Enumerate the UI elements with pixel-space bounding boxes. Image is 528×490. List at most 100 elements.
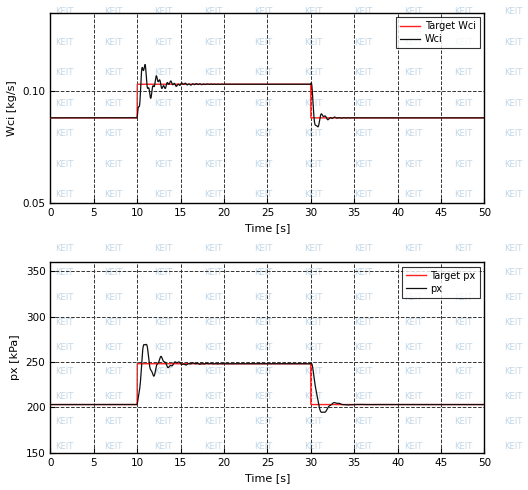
Text: KEIT: KEIT bbox=[155, 160, 173, 169]
Text: KEIT: KEIT bbox=[354, 368, 372, 376]
Text: KEIT: KEIT bbox=[504, 99, 522, 108]
Text: KEIT: KEIT bbox=[504, 318, 522, 327]
Text: KEIT: KEIT bbox=[404, 417, 422, 426]
Text: KEIT: KEIT bbox=[404, 68, 422, 77]
Text: KEIT: KEIT bbox=[105, 318, 123, 327]
Text: KEIT: KEIT bbox=[404, 160, 422, 169]
Text: KEIT: KEIT bbox=[504, 129, 522, 138]
Text: KEIT: KEIT bbox=[55, 368, 73, 376]
Text: KEIT: KEIT bbox=[55, 269, 73, 277]
Text: KEIT: KEIT bbox=[204, 99, 223, 108]
Text: KEIT: KEIT bbox=[304, 318, 323, 327]
Text: KEIT: KEIT bbox=[55, 99, 73, 108]
X-axis label: Time [s]: Time [s] bbox=[244, 223, 290, 233]
Text: KEIT: KEIT bbox=[404, 269, 422, 277]
Text: KEIT: KEIT bbox=[105, 441, 123, 451]
Text: KEIT: KEIT bbox=[55, 343, 73, 352]
Text: KEIT: KEIT bbox=[454, 318, 472, 327]
Text: KEIT: KEIT bbox=[354, 392, 372, 401]
Text: KEIT: KEIT bbox=[304, 417, 323, 426]
Text: KEIT: KEIT bbox=[504, 68, 522, 77]
Text: KEIT: KEIT bbox=[55, 417, 73, 426]
Text: KEIT: KEIT bbox=[155, 7, 173, 16]
Text: KEIT: KEIT bbox=[504, 392, 522, 401]
Text: KEIT: KEIT bbox=[105, 99, 123, 108]
Text: KEIT: KEIT bbox=[304, 38, 323, 47]
Text: KEIT: KEIT bbox=[155, 129, 173, 138]
Text: KEIT: KEIT bbox=[354, 293, 372, 302]
Text: KEIT: KEIT bbox=[254, 343, 272, 352]
Text: KEIT: KEIT bbox=[204, 38, 223, 47]
Text: KEIT: KEIT bbox=[204, 343, 223, 352]
Text: KEIT: KEIT bbox=[354, 99, 372, 108]
Text: KEIT: KEIT bbox=[454, 343, 472, 352]
Text: KEIT: KEIT bbox=[105, 7, 123, 16]
Text: KEIT: KEIT bbox=[105, 417, 123, 426]
Text: KEIT: KEIT bbox=[504, 343, 522, 352]
Text: KEIT: KEIT bbox=[155, 269, 173, 277]
Text: KEIT: KEIT bbox=[504, 190, 522, 199]
Text: KEIT: KEIT bbox=[105, 129, 123, 138]
Text: KEIT: KEIT bbox=[404, 343, 422, 352]
Text: KEIT: KEIT bbox=[204, 244, 223, 253]
Text: KEIT: KEIT bbox=[504, 160, 522, 169]
Text: KEIT: KEIT bbox=[404, 368, 422, 376]
Text: KEIT: KEIT bbox=[354, 68, 372, 77]
Text: KEIT: KEIT bbox=[454, 244, 472, 253]
Text: KEIT: KEIT bbox=[504, 38, 522, 47]
Text: KEIT: KEIT bbox=[55, 190, 73, 199]
Text: KEIT: KEIT bbox=[55, 244, 73, 253]
Text: KEIT: KEIT bbox=[55, 160, 73, 169]
Text: KEIT: KEIT bbox=[204, 129, 223, 138]
Text: KEIT: KEIT bbox=[504, 368, 522, 376]
Text: KEIT: KEIT bbox=[155, 38, 173, 47]
Text: KEIT: KEIT bbox=[504, 7, 522, 16]
Text: KEIT: KEIT bbox=[504, 244, 522, 253]
Text: KEIT: KEIT bbox=[304, 269, 323, 277]
Text: KEIT: KEIT bbox=[254, 7, 272, 16]
Text: KEIT: KEIT bbox=[304, 99, 323, 108]
Text: KEIT: KEIT bbox=[204, 68, 223, 77]
Text: KEIT: KEIT bbox=[204, 417, 223, 426]
Legend: Target Wci, Wci: Target Wci, Wci bbox=[397, 17, 479, 48]
Text: KEIT: KEIT bbox=[204, 190, 223, 199]
Text: KEIT: KEIT bbox=[404, 293, 422, 302]
Text: KEIT: KEIT bbox=[304, 343, 323, 352]
Text: KEIT: KEIT bbox=[155, 99, 173, 108]
Text: KEIT: KEIT bbox=[105, 244, 123, 253]
Text: KEIT: KEIT bbox=[55, 293, 73, 302]
Text: KEIT: KEIT bbox=[354, 269, 372, 277]
Text: KEIT: KEIT bbox=[504, 417, 522, 426]
Text: KEIT: KEIT bbox=[454, 293, 472, 302]
Text: KEIT: KEIT bbox=[254, 244, 272, 253]
Text: KEIT: KEIT bbox=[454, 417, 472, 426]
Text: KEIT: KEIT bbox=[354, 190, 372, 199]
Text: KEIT: KEIT bbox=[304, 68, 323, 77]
Text: KEIT: KEIT bbox=[404, 244, 422, 253]
Text: KEIT: KEIT bbox=[304, 190, 323, 199]
Text: KEIT: KEIT bbox=[155, 343, 173, 352]
Text: KEIT: KEIT bbox=[454, 68, 472, 77]
Text: KEIT: KEIT bbox=[55, 318, 73, 327]
Text: KEIT: KEIT bbox=[204, 392, 223, 401]
Text: KEIT: KEIT bbox=[504, 441, 522, 451]
Text: KEIT: KEIT bbox=[204, 7, 223, 16]
Text: KEIT: KEIT bbox=[254, 293, 272, 302]
Text: KEIT: KEIT bbox=[155, 293, 173, 302]
Text: KEIT: KEIT bbox=[155, 68, 173, 77]
Text: KEIT: KEIT bbox=[155, 244, 173, 253]
Text: KEIT: KEIT bbox=[204, 318, 223, 327]
Text: KEIT: KEIT bbox=[454, 7, 472, 16]
Text: KEIT: KEIT bbox=[404, 38, 422, 47]
Text: KEIT: KEIT bbox=[254, 190, 272, 199]
Text: KEIT: KEIT bbox=[55, 38, 73, 47]
Text: KEIT: KEIT bbox=[105, 343, 123, 352]
Text: KEIT: KEIT bbox=[155, 368, 173, 376]
Text: KEIT: KEIT bbox=[304, 392, 323, 401]
Text: KEIT: KEIT bbox=[454, 129, 472, 138]
Text: KEIT: KEIT bbox=[454, 38, 472, 47]
Text: KEIT: KEIT bbox=[204, 368, 223, 376]
Y-axis label: Wci [kg/s]: Wci [kg/s] bbox=[7, 80, 17, 136]
Text: KEIT: KEIT bbox=[254, 68, 272, 77]
Text: KEIT: KEIT bbox=[304, 160, 323, 169]
